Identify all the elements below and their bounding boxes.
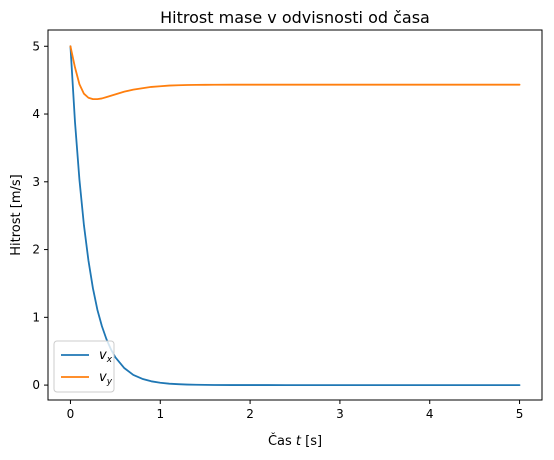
y-tick-label: 0 [32, 378, 40, 392]
y-tick-label: 2 [32, 243, 40, 257]
x-tick-label: 1 [156, 407, 164, 421]
y-axis-label: Hitrost [m/s] [9, 174, 24, 255]
series-layer [70, 46, 519, 385]
x-axis-label: Čas t [s] [268, 433, 322, 449]
x-tick-label: 2 [246, 407, 254, 421]
y-tick-label: 5 [32, 39, 40, 53]
chart-title: Hitrost mase v odvisnosti od časa [160, 8, 430, 27]
y-tick-label: 3 [32, 175, 40, 189]
y-tick-label: 1 [32, 310, 40, 324]
series-line-vx [70, 46, 519, 385]
y-tick-label: 4 [32, 107, 40, 121]
x-tick-label: 0 [67, 407, 75, 421]
legend: vx vy [54, 341, 114, 392]
x-axis-ticks: 0 1 2 3 4 5 [67, 400, 524, 421]
x-tick-label: 3 [336, 407, 344, 421]
y-axis-ticks: 0 1 2 3 4 5 [32, 39, 48, 392]
x-tick-label: 4 [426, 407, 434, 421]
x-tick-label: 5 [516, 407, 524, 421]
series-line-vy [70, 46, 519, 99]
